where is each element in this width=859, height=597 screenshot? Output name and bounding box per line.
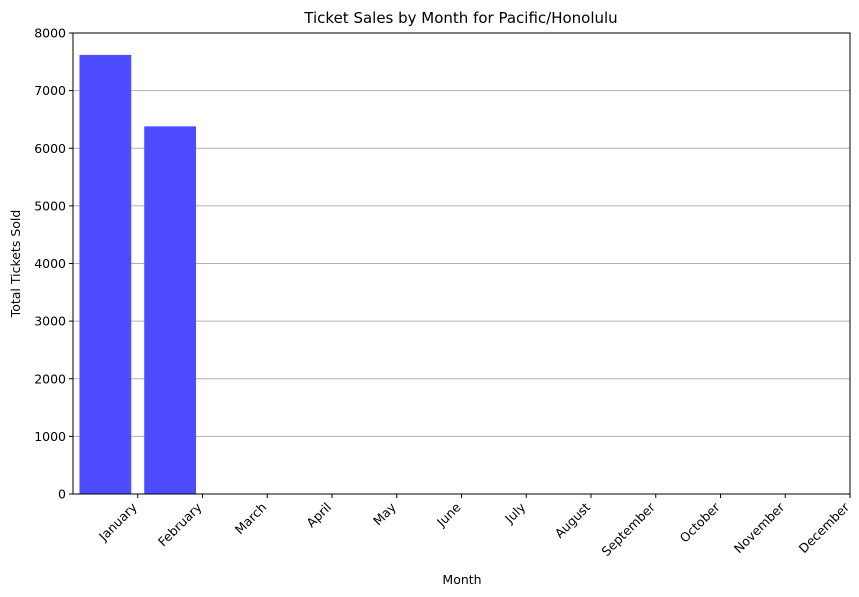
y-tick-label: 6000	[34, 141, 66, 156]
x-tick-label: May	[370, 499, 399, 528]
x-tick-label: March	[232, 500, 270, 538]
x-tick-label: August	[552, 499, 594, 541]
x-tick-label: December	[796, 499, 853, 556]
bars	[79, 54, 197, 495]
x-tick-label: July	[501, 499, 529, 527]
x-tick-label: September	[598, 499, 658, 559]
y-tick-label: 1000	[34, 429, 66, 444]
y-axis-label: Total Tickets Sold	[8, 210, 23, 319]
chart-title: Ticket Sales by Month for Pacific/Honolu…	[303, 9, 617, 27]
x-axis-label: Month	[442, 572, 481, 587]
y-tick-label: 2000	[34, 371, 66, 386]
x-tick-label: February	[155, 499, 205, 549]
bar-february	[144, 126, 197, 494]
grid-lines	[73, 90, 850, 437]
y-tick-label: 4000	[34, 256, 66, 271]
plot-frame	[72, 32, 851, 495]
y-tick-label: 7000	[34, 83, 66, 98]
x-axis-ticks: January February March April May June July Augu…	[95, 494, 853, 559]
x-tick-label: October	[677, 499, 724, 546]
y-axis-ticks: 0 1000 2000 3000 4000 5000 6000 7000 8000	[34, 26, 73, 502]
x-tick-label: November	[731, 499, 788, 556]
y-tick-label: 0	[58, 487, 66, 502]
x-tick-label: April	[303, 500, 334, 531]
x-tick-label: January	[95, 499, 140, 544]
y-tick-label: 3000	[34, 314, 66, 329]
bar-january	[79, 54, 132, 495]
y-tick-label: 8000	[34, 26, 66, 41]
y-tick-label: 5000	[34, 198, 66, 213]
x-tick-label: June	[433, 499, 464, 530]
